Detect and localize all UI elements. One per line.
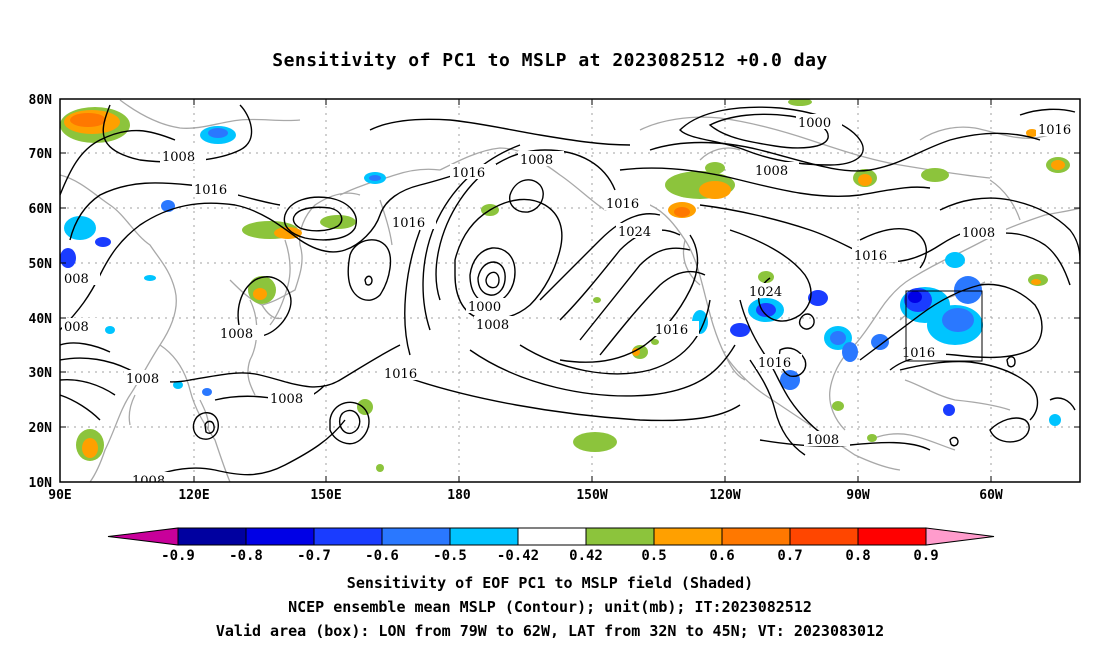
contour-label: 1024 — [749, 285, 782, 300]
footer-line-3: Valid area (box): LON from 79W to 62W, L… — [215, 622, 885, 640]
colorbar-swatch — [585, 527, 655, 546]
colorbar-label: -0.6 — [365, 548, 399, 564]
contour-label: 1016 — [758, 356, 791, 371]
contour-label: 1008 — [270, 392, 303, 407]
contour-label: 1008 — [476, 318, 509, 333]
contour-label: 008 — [64, 272, 89, 287]
mslp-contours — [60, 104, 1080, 482]
footer-line-1: Sensitivity of EOF PC1 to MSLP field (Sh… — [346, 574, 754, 592]
colorbar: -0.9 -0.8 -0.7 -0.6 -0.5 -0.42 0.42 0.5 0.6 0.7 0.… — [107, 527, 995, 564]
contour-label: 1008 — [220, 327, 253, 342]
lon-label: 180 — [447, 488, 471, 503]
contour-label: 1008 — [755, 164, 788, 179]
colorbar-arrow-low — [107, 527, 179, 546]
contour-label: 1016 — [452, 166, 485, 181]
lat-label: 70N — [29, 147, 53, 162]
colorbar-swatch — [653, 527, 723, 546]
lon-label: 60W — [979, 488, 1003, 503]
lon-label: 120W — [709, 488, 740, 503]
map-title: Sensitivity of PC1 to MSLP at 2023082512… — [272, 50, 828, 71]
contour-label: 1008 — [126, 372, 159, 387]
contour-label: 1008 — [520, 153, 553, 168]
contour-label: 1016 — [1038, 123, 1071, 138]
colorbar-label: -0.7 — [297, 548, 331, 564]
contour-label: 008 — [64, 320, 89, 335]
plot-frame — [59, 98, 1081, 483]
lon-label: 120E — [178, 488, 209, 503]
colorbar-swatch — [789, 527, 859, 546]
lat-label: 60N — [29, 202, 53, 217]
contour-label: 1008 — [132, 474, 165, 489]
colorbar-arrow-high — [925, 527, 995, 546]
contour-label: 1016 — [854, 249, 887, 264]
colorbar-swatch — [245, 527, 315, 546]
colorbar-label: -0.9 — [161, 548, 195, 564]
axis-ticks — [60, 98, 1080, 483]
lat-label: 20N — [29, 421, 53, 436]
contour-label: 1016 — [194, 183, 227, 198]
colorbar-label: -0.42 — [497, 548, 539, 564]
colorbar-label: 0.42 — [569, 548, 603, 564]
contour-label: 1016 — [392, 216, 425, 231]
colorbar-label: 0.8 — [845, 548, 870, 564]
contour-label: 1024 — [618, 225, 651, 240]
contour-label: 1016 — [655, 323, 688, 338]
lon-label: 90E — [48, 488, 71, 503]
lat-label: 50N — [29, 257, 53, 272]
lon-label: 150W — [576, 488, 607, 503]
colorbar-swatch — [449, 527, 519, 546]
lat-label: 80N — [29, 93, 53, 108]
contour-label: 1000 — [468, 300, 501, 315]
lon-label: 150E — [310, 488, 341, 503]
contour-labels: 1008 1016 1016 1008 1016 1016 1008 1000 … — [62, 114, 1080, 489]
colorbar-swatch — [857, 527, 927, 546]
contour-label: 1016 — [384, 367, 417, 382]
colorbar-swatch — [381, 527, 451, 546]
contour-label: 1016 — [606, 197, 639, 212]
colorbar-label: -0.8 — [229, 548, 263, 564]
lat-label: 30N — [29, 366, 53, 381]
colorbar-label: 0.6 — [709, 548, 734, 564]
footer-line-2: NCEP ensemble mean MSLP (Contour); unit(… — [288, 598, 812, 616]
colorbar-swatch — [517, 527, 587, 546]
valid-area-box — [905, 290, 983, 362]
longitude-labels: 90E 120E 150E 180 150W 120W 90W 60W — [48, 488, 1003, 503]
contour-label: 1008 — [162, 150, 195, 165]
latitude-labels: 80N 70N 60N 50N 40N 30N 20N 10N — [29, 93, 53, 491]
contour-label: 1000 — [798, 116, 831, 131]
colorbar-swatch — [721, 527, 791, 546]
contour-label: 1008 — [806, 433, 839, 448]
lat-label: 10N — [29, 476, 53, 491]
colorbar-label: -0.5 — [433, 548, 467, 564]
colorbar-label: 0.9 — [913, 548, 938, 564]
colorbar-swatch — [313, 527, 383, 546]
sensitivity-shading — [60, 99, 1070, 472]
colorbar-label: 0.5 — [641, 548, 666, 564]
lat-label: 40N — [29, 312, 53, 327]
lon-label: 90W — [846, 488, 870, 503]
colorbar-swatch — [177, 527, 247, 546]
contour-label: 1008 — [962, 226, 995, 241]
colorbar-label: 0.7 — [777, 548, 802, 564]
contour-label: 1016 — [902, 346, 935, 361]
